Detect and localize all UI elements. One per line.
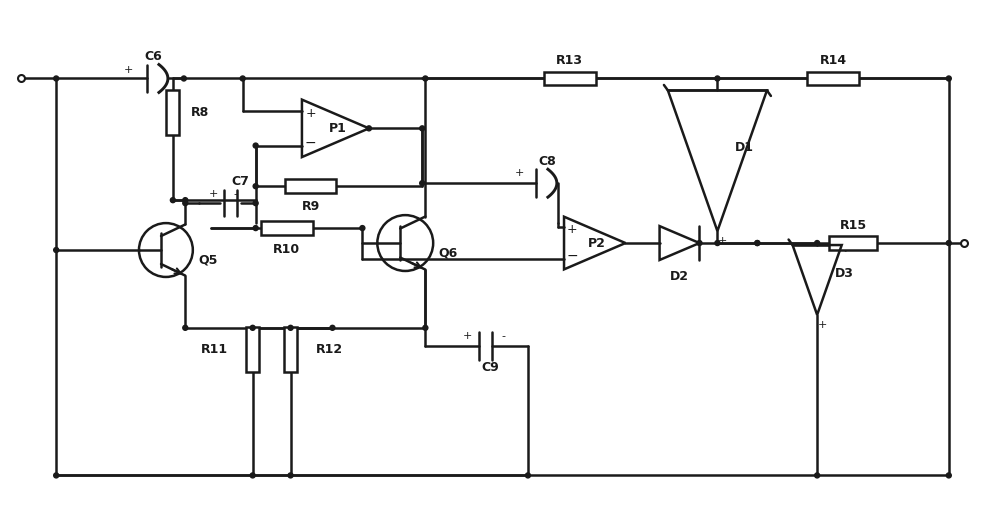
Bar <box>829 236 877 250</box>
Text: +: + <box>462 331 472 341</box>
Bar <box>246 327 259 372</box>
Text: R13: R13 <box>556 54 583 67</box>
Text: D2: D2 <box>670 270 689 283</box>
Circle shape <box>715 240 720 246</box>
Circle shape <box>420 126 425 131</box>
Text: +: + <box>817 320 827 330</box>
Text: C7: C7 <box>232 175 250 188</box>
Text: +: + <box>209 189 218 199</box>
Circle shape <box>946 473 951 478</box>
Circle shape <box>54 76 59 81</box>
Circle shape <box>183 198 188 203</box>
Circle shape <box>525 473 530 478</box>
Bar <box>807 71 859 85</box>
Text: C8: C8 <box>538 155 556 168</box>
Circle shape <box>360 226 365 231</box>
Text: R10: R10 <box>273 242 300 255</box>
Circle shape <box>253 143 258 148</box>
Text: R8: R8 <box>191 106 209 119</box>
Text: -: - <box>234 189 238 199</box>
Text: R12: R12 <box>315 343 343 356</box>
Circle shape <box>170 198 175 203</box>
Bar <box>166 90 179 135</box>
Circle shape <box>288 473 293 478</box>
Text: D1: D1 <box>735 141 754 154</box>
Circle shape <box>250 473 255 478</box>
Circle shape <box>697 240 702 246</box>
Circle shape <box>330 325 335 330</box>
Bar <box>284 327 297 372</box>
Text: Q5: Q5 <box>199 253 218 266</box>
Text: R15: R15 <box>839 219 867 232</box>
Circle shape <box>366 126 371 131</box>
Circle shape <box>815 240 820 246</box>
Circle shape <box>250 325 255 330</box>
Circle shape <box>715 76 720 81</box>
Text: P1: P1 <box>329 122 347 135</box>
Text: D3: D3 <box>835 267 854 280</box>
Text: R11: R11 <box>201 343 228 356</box>
Circle shape <box>288 325 293 330</box>
Circle shape <box>946 76 951 81</box>
Text: +: + <box>123 65 133 75</box>
Circle shape <box>420 181 425 185</box>
Circle shape <box>253 184 258 189</box>
Text: Q6: Q6 <box>438 247 457 260</box>
Circle shape <box>183 325 188 330</box>
Text: +: + <box>515 168 525 178</box>
Text: -: - <box>501 331 505 341</box>
Circle shape <box>54 248 59 252</box>
Circle shape <box>755 240 760 246</box>
Circle shape <box>423 76 428 81</box>
Text: +: + <box>305 108 316 121</box>
Text: R14: R14 <box>820 54 847 67</box>
Text: −: − <box>566 249 578 263</box>
Circle shape <box>240 76 245 81</box>
Text: R9: R9 <box>301 199 320 213</box>
Text: +: + <box>567 223 577 236</box>
Circle shape <box>181 76 186 81</box>
Bar <box>285 179 336 193</box>
Circle shape <box>423 325 428 330</box>
Circle shape <box>946 240 951 246</box>
Text: C6: C6 <box>144 50 162 63</box>
Text: +: + <box>718 236 727 246</box>
Circle shape <box>253 200 258 206</box>
Circle shape <box>54 473 59 478</box>
Text: −: − <box>305 136 316 150</box>
Text: P2: P2 <box>588 237 606 250</box>
Circle shape <box>253 226 258 231</box>
Bar <box>261 221 313 235</box>
Circle shape <box>815 473 820 478</box>
Text: C9: C9 <box>481 361 499 374</box>
Bar <box>544 71 596 85</box>
Circle shape <box>183 200 188 206</box>
Circle shape <box>755 240 760 246</box>
